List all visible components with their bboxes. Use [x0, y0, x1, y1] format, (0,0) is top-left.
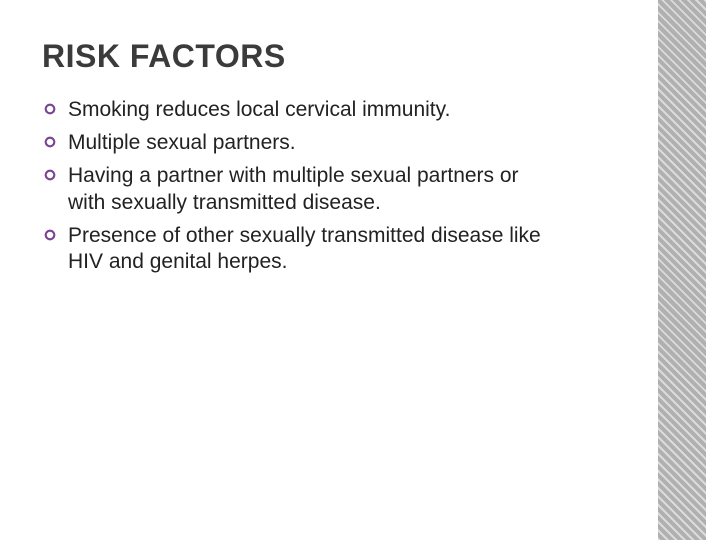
slide-title: RISK FACTORS	[42, 38, 622, 75]
list-item-text: Having a partner with multiple sexual pa…	[68, 164, 519, 214]
bullet-list: Smoking reduces local cervical immunity.…	[42, 97, 542, 276]
bullet-ring-icon	[44, 229, 56, 241]
list-item: Having a partner with multiple sexual pa…	[42, 163, 542, 217]
list-item: Multiple sexual partners.	[42, 130, 542, 157]
hatched-band	[658, 0, 706, 540]
list-item-text: Multiple sexual partners.	[68, 131, 296, 154]
list-item: Smoking reduces local cervical immunity.	[42, 97, 542, 124]
bullet-ring-icon	[44, 103, 56, 115]
slide: RISK FACTORS Smoking reduces local cervi…	[0, 0, 720, 540]
list-item: Presence of other sexually transmitted d…	[42, 223, 542, 277]
bullet-ring-icon	[44, 169, 56, 181]
list-item-text: Smoking reduces local cervical immunity.	[68, 98, 450, 121]
content-area: RISK FACTORS Smoking reduces local cervi…	[0, 0, 642, 540]
decorative-strip	[642, 0, 720, 540]
list-item-text: Presence of other sexually transmitted d…	[68, 224, 541, 274]
bullet-ring-icon	[44, 136, 56, 148]
